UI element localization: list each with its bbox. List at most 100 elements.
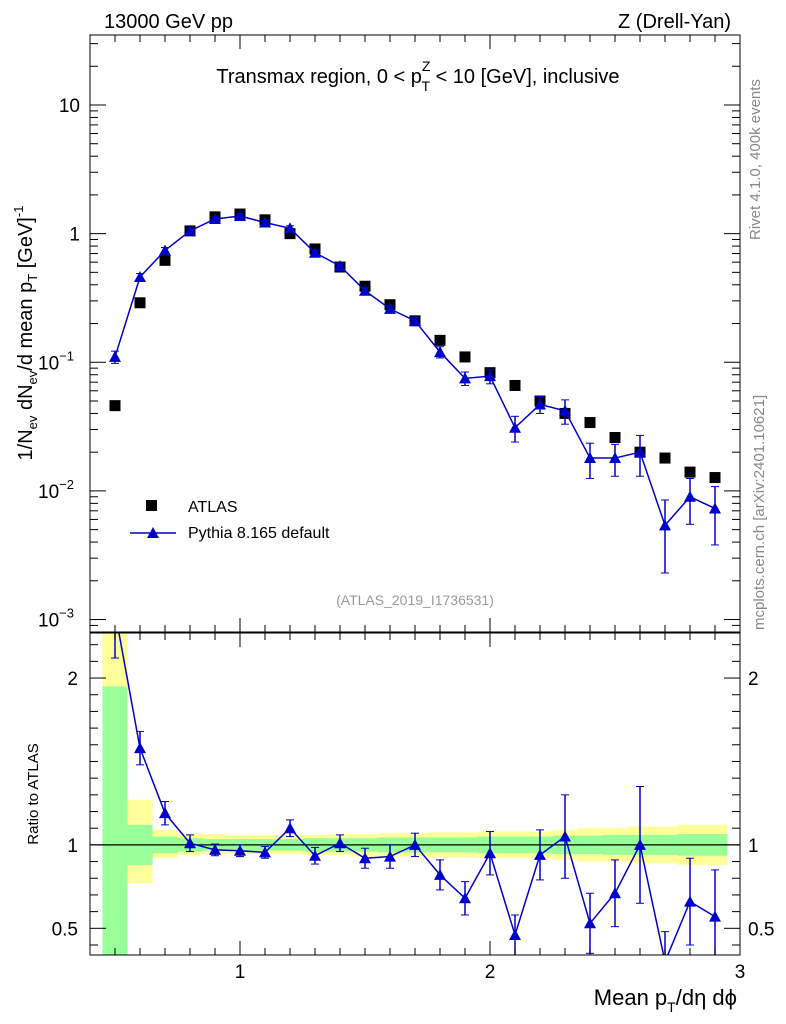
ratio-point <box>334 837 346 849</box>
atlas-point <box>709 472 721 484</box>
pythia-point <box>684 490 696 502</box>
ratio-point <box>659 956 671 967</box>
ratio-point <box>159 807 171 819</box>
ratio-y-tick-label: 1 <box>67 836 78 857</box>
ratio-point <box>634 838 646 850</box>
ratio-y-tick-label-right: 0.5 <box>748 919 774 940</box>
mcplots-label: mcplots.cern.ch [arXiv:2401.10621] <box>751 395 768 630</box>
ratio-y-tick-label: 2 <box>67 669 78 690</box>
pythia-point <box>109 350 121 362</box>
ratio-data-layer <box>90 605 740 967</box>
ratio-y-tick-label-right: 1 <box>748 836 759 857</box>
main-title: Transmax region, 0 < pZ T < 10 [GeV], inc… <box>216 58 619 94</box>
pythia-point <box>259 216 271 228</box>
main-data-layer <box>109 208 721 574</box>
pythia-point <box>184 224 196 236</box>
ratio-ylabel: Ratio to ATLAS <box>25 743 42 844</box>
ratio-point <box>709 910 721 922</box>
pythia-point <box>659 519 671 531</box>
pythia-point <box>209 212 221 224</box>
main-ylabel: 1/Nev dNev/d mean pT [GeV]-1 <box>11 206 40 461</box>
ratio-point <box>134 742 146 754</box>
atlas-point <box>684 466 696 478</box>
ratio-x-tick-label: 1 <box>235 962 246 983</box>
pythia-point <box>134 271 146 283</box>
pythia-point <box>284 222 296 234</box>
ratio-point <box>409 838 421 850</box>
ratio-point <box>284 822 296 834</box>
atlas-point <box>134 297 146 309</box>
ratio-point <box>484 847 496 859</box>
ratio-x-tick-label: 3 <box>735 962 746 983</box>
legend-atlas-label: ATLAS <box>188 499 238 516</box>
ratio-panel: 1 2 3 0.5 0.5 1 1 2 2 Ratio to ATLAS Mean pT/dη … <box>25 605 774 1015</box>
main-y-tick-label: 10−1 <box>38 348 74 374</box>
pythia-point <box>634 446 646 458</box>
pythia-point <box>334 260 346 272</box>
atlas-point <box>609 432 621 444</box>
pythia-line <box>114 215 716 527</box>
header-right: Z (Drell-Yan) <box>618 11 731 33</box>
atlas-point <box>659 452 671 464</box>
ratio-point <box>459 892 471 904</box>
ratio-xlabel: Mean pT/dη dϕ <box>594 985 737 1015</box>
ratio-point <box>359 852 371 864</box>
ratio-point <box>234 844 246 856</box>
ratio-point <box>259 846 271 858</box>
main-panel: 10 1 10−1 10−2 10−3 Transmax region, 0 < pZ T… <box>11 34 741 633</box>
main-y-tick-label: 10−3 <box>38 606 74 632</box>
ratio-point <box>309 849 321 861</box>
pythia-point <box>309 246 321 258</box>
atlas-point <box>459 351 471 363</box>
legend-atlas-marker <box>146 500 157 511</box>
ratio-point <box>584 917 596 929</box>
atlas-point <box>159 254 171 266</box>
pythia-point <box>234 210 246 222</box>
ratio-point <box>684 895 696 907</box>
pythia-point <box>559 404 571 416</box>
ratio-point <box>209 843 221 855</box>
pythia-point <box>434 346 446 358</box>
main-y-tick-label: 10−2 <box>38 477 74 503</box>
legend: ATLAS Pythia 8.165 default <box>130 499 330 542</box>
pythia-point <box>484 370 496 382</box>
pythia-point <box>359 284 371 296</box>
ratio-line <box>118 633 716 955</box>
main-frame <box>89 34 741 633</box>
pythia-point <box>409 314 421 326</box>
ratio-point <box>384 850 396 862</box>
pythia-point <box>709 502 721 514</box>
pythia-point <box>609 452 621 464</box>
pythia-point <box>384 302 396 314</box>
pythia-point <box>459 372 471 384</box>
ratio-point <box>434 868 446 880</box>
ratio-frame <box>89 632 741 956</box>
ratio-series <box>109 605 721 967</box>
ratio-point <box>609 887 621 899</box>
main-ticks: 10 1 10−1 10−2 10−3 <box>38 35 741 633</box>
atlas-point <box>434 334 446 346</box>
ratio-y-tick-label-right: 2 <box>748 669 759 690</box>
ratio-ticks: 1 2 3 0.5 0.5 1 1 2 2 <box>52 633 774 983</box>
ratio-point <box>559 830 571 842</box>
pythia-point <box>509 421 521 433</box>
pythia-point <box>534 398 546 410</box>
atlas-point <box>109 400 121 412</box>
main-y-tick-label: 10 <box>59 96 80 117</box>
ratio-point <box>109 605 121 616</box>
pythia-point <box>159 244 171 256</box>
ratio-point <box>534 848 546 860</box>
legend-pythia-label: Pythia 8.165 default <box>188 525 330 542</box>
ratio-point <box>184 837 196 849</box>
legend-pythia-marker <box>147 527 159 538</box>
atlas-point <box>284 228 296 240</box>
band-green <box>102 686 128 955</box>
atlas-point <box>584 417 596 429</box>
atlas-point <box>509 379 521 391</box>
ratio-y-tick-label: 0.5 <box>52 919 78 940</box>
pythia-point <box>584 452 596 464</box>
analysis-id: (ATLAS_2019_I1736531) <box>336 592 494 608</box>
header-left: 13000 GeV pp <box>104 11 233 33</box>
ratio-x-tick-label: 2 <box>485 962 496 983</box>
